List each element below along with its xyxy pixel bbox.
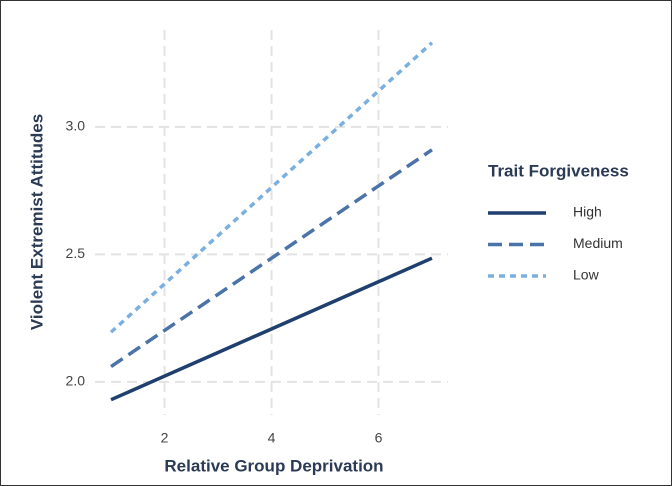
legend-label: Low xyxy=(573,267,600,283)
x-tick-label: 2 xyxy=(161,430,169,446)
x-tick-label: 4 xyxy=(268,430,276,446)
y-tick-label: 2.5 xyxy=(66,245,86,261)
legend-title: Trait Forgiveness xyxy=(488,161,629,180)
legend-label: High xyxy=(573,204,602,220)
x-tick-label: 6 xyxy=(375,430,383,446)
x-axis-title: Relative Group Deprivation xyxy=(164,456,383,475)
series-line xyxy=(110,256,433,402)
y-axis-title: Violent Extremist Attitudes xyxy=(27,114,46,330)
legend-label: Medium xyxy=(573,235,623,251)
y-tick-label: 3.0 xyxy=(66,118,86,134)
series-line xyxy=(110,148,433,369)
y-tick-label: 2.0 xyxy=(66,373,86,389)
